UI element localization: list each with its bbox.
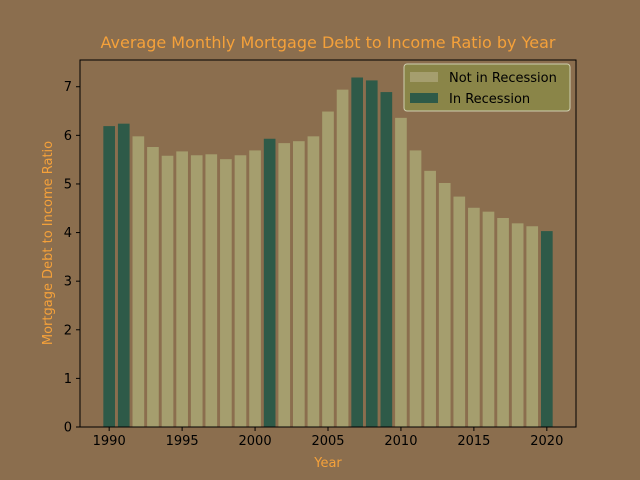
y-tick-label-1: 1	[64, 372, 72, 387]
bar-2016	[482, 211, 495, 427]
bar-1991	[117, 123, 130, 428]
x-tick-label-2010: 2010	[384, 434, 417, 449]
bar-1999	[234, 155, 247, 427]
bar-1995	[176, 151, 188, 427]
bar-2003	[292, 141, 305, 427]
bar-1993	[147, 147, 159, 427]
legend-swatch-in-recession	[410, 93, 438, 103]
bar-1990	[103, 126, 116, 428]
bar-2010	[395, 117, 407, 427]
legend-box	[403, 63, 571, 112]
bar-2014	[453, 196, 466, 427]
x-tick-label-1990: 1990	[93, 434, 126, 449]
bar-1996	[190, 155, 203, 427]
bar-2007	[351, 77, 364, 427]
x-tick-label-2015: 2015	[457, 434, 490, 449]
y-tick-label-4: 4	[64, 226, 72, 241]
bar-2020	[540, 231, 553, 427]
bar-1998	[220, 159, 232, 427]
legend-swatch-not-in-recession	[410, 72, 438, 82]
bar-2019	[526, 226, 539, 427]
axes-group: 1990 1995 2000 2005 2010 2015 2020 0 1 2 3 4 5 6 7	[64, 59, 577, 449]
bar-2017	[497, 217, 509, 427]
bar-2012	[424, 170, 436, 427]
y-axis-label: Mortgage Debt to Income Ratio	[41, 141, 56, 345]
bar-2005	[322, 111, 334, 427]
chart-title: Average Monthly Mortgage Debt to Income …	[101, 33, 556, 52]
x-tick-label-2005: 2005	[311, 434, 344, 449]
bar-2013	[438, 182, 451, 427]
x-tick-label-2000: 2000	[239, 434, 272, 449]
bars-group	[103, 77, 553, 428]
bar-2006	[336, 89, 349, 428]
bar-2008	[365, 80, 378, 428]
bar-2011	[409, 150, 422, 427]
bar-1994	[161, 155, 174, 427]
x-tick-label-1995: 1995	[166, 434, 199, 449]
y-tick-label-5: 5	[64, 177, 72, 192]
y-tick-label-7: 7	[64, 80, 72, 95]
bar-2018	[511, 223, 524, 427]
bar-2000	[249, 150, 261, 427]
x-axis-label: Year	[313, 456, 342, 471]
bar-2001	[263, 138, 276, 427]
bar-1992	[132, 136, 145, 427]
y-tick-label-3: 3	[64, 275, 72, 290]
x-tick-label-2020: 2020	[530, 434, 563, 449]
legend-label-not-in-recession: Not in Recession	[449, 71, 557, 86]
bar-2002	[278, 143, 291, 427]
bar-2009	[380, 92, 393, 427]
y-tick-label-6: 6	[64, 129, 72, 144]
y-tick-label-0: 0	[64, 421, 72, 436]
bar-2015	[468, 207, 480, 427]
bar-1997	[205, 154, 218, 428]
legend-label-in-recession: In Recession	[449, 92, 530, 107]
y-tick-label-2: 2	[64, 323, 72, 338]
legend: Not in Recession In Recession	[403, 63, 571, 112]
bar-2004	[307, 136, 320, 427]
